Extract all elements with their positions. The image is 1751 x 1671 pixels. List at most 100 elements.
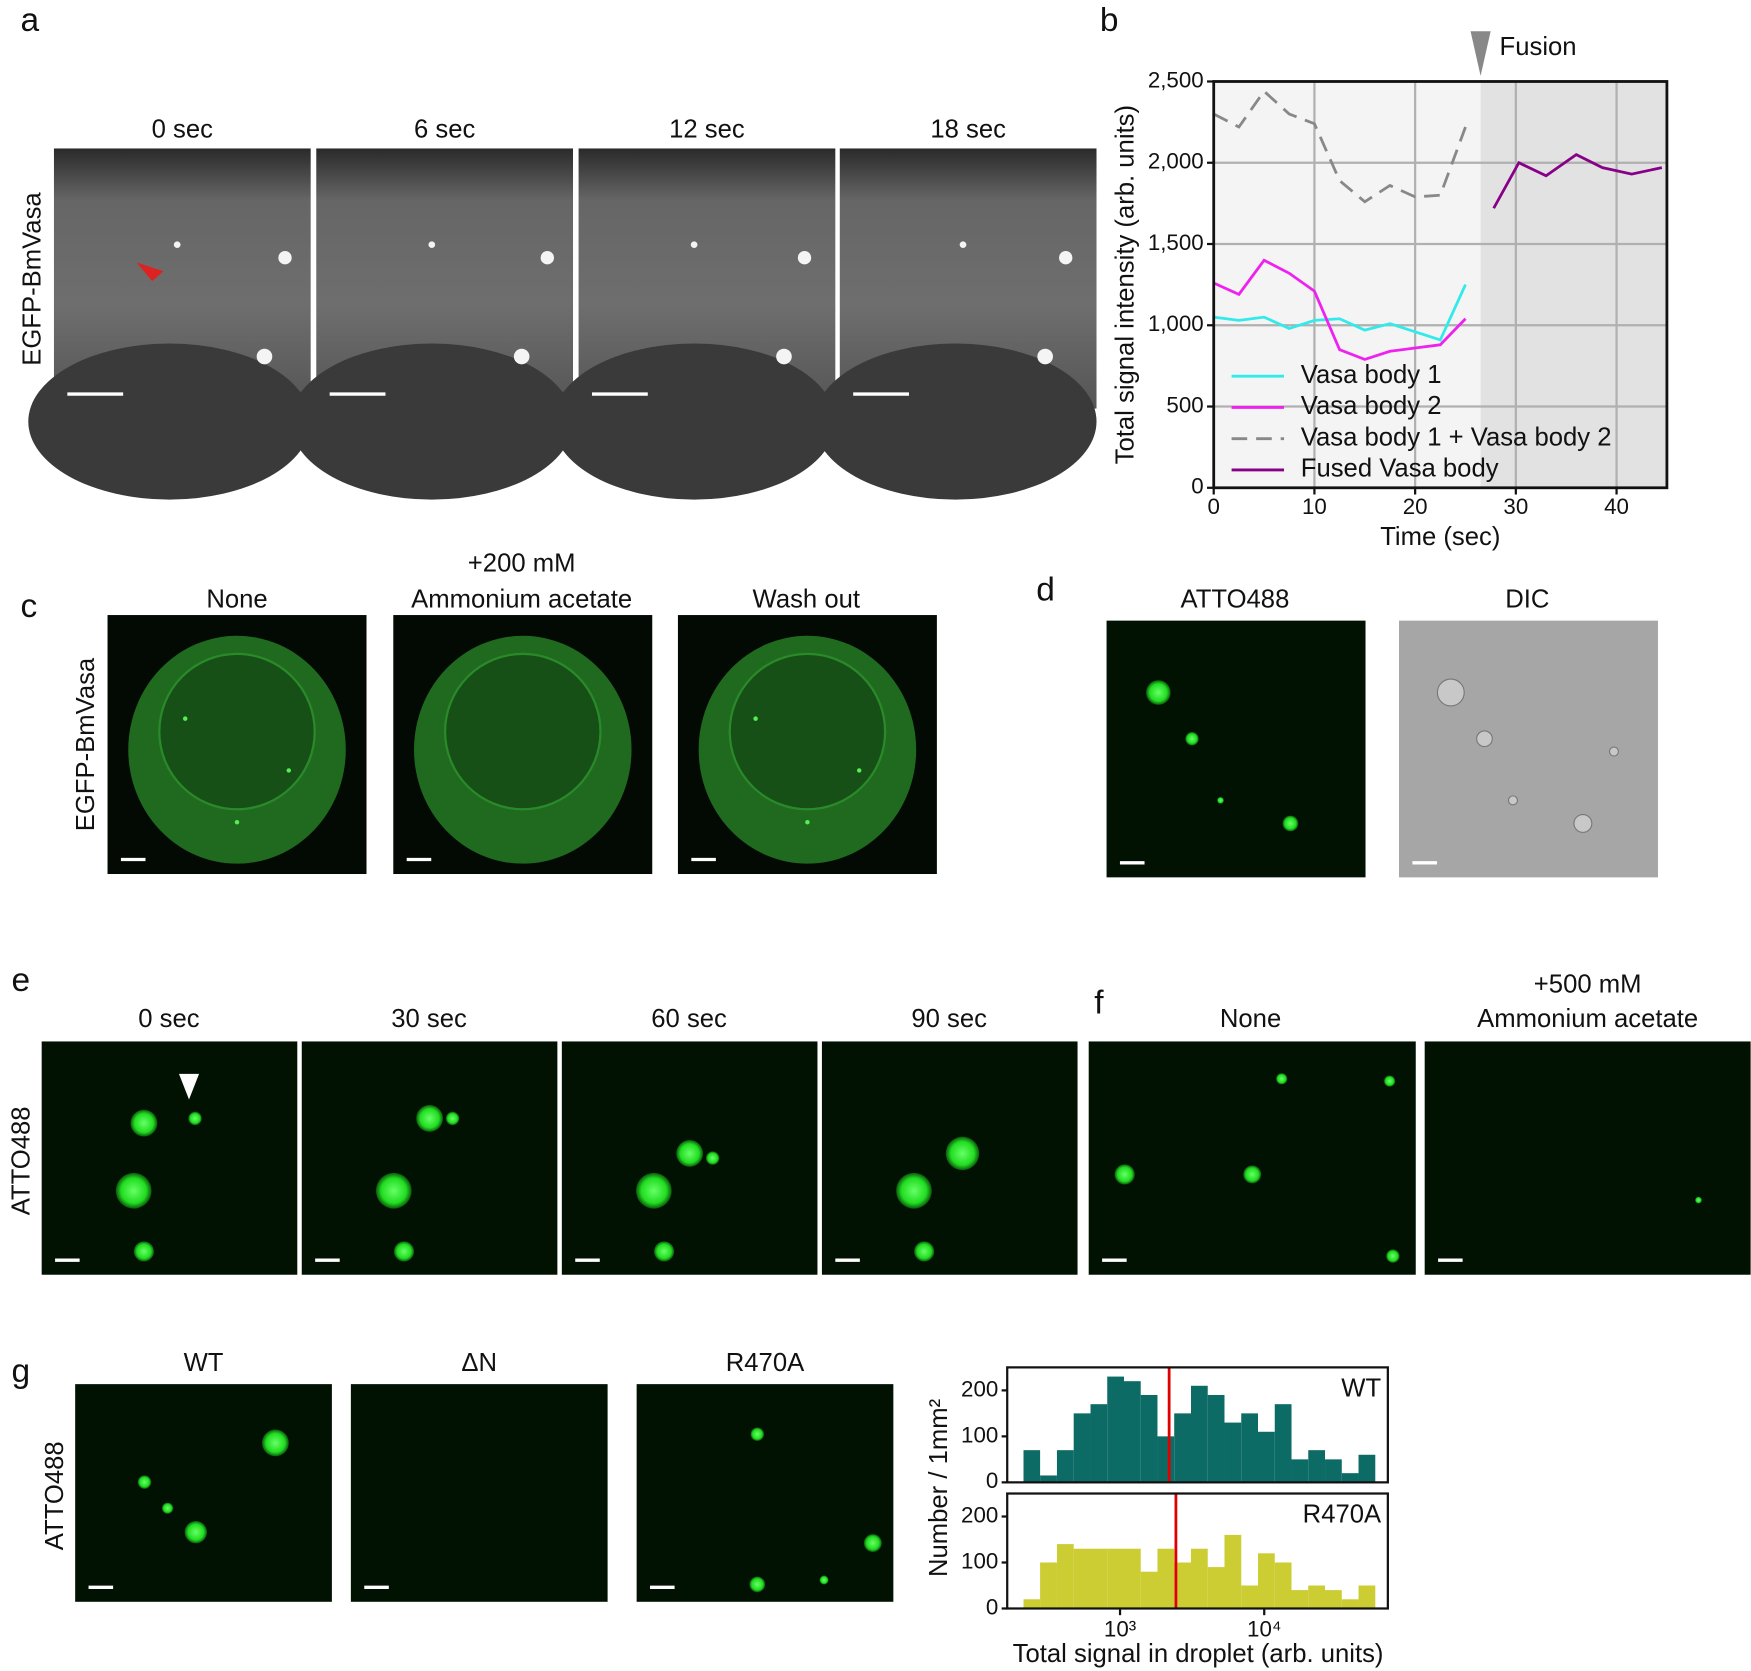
hist-bar [1274,1562,1292,1609]
droplet [130,1109,158,1137]
series-line [1492,153,1663,209]
y-tick-label: 0 [1191,474,1203,499]
row-label: ATTO488 [7,1106,35,1215]
droplet [184,1520,207,1544]
hist-bar [1107,1376,1124,1483]
legend-label: Vasa body 1 [1301,361,1442,389]
x-tick-label: 40 [1604,494,1629,519]
droplet [819,1575,829,1585]
hist-bar [1274,1404,1292,1483]
panel-label: d [1036,571,1055,608]
panel-label: e [12,962,31,999]
hist-bar [1140,1571,1158,1609]
panel-label: c [20,588,37,625]
image-shadow [814,343,1097,500]
droplet [1282,815,1299,832]
droplet [393,1241,415,1262]
droplet [1573,813,1593,833]
y-tick-label: 2,000 [1148,149,1204,174]
droplet [173,241,181,249]
column-title: Ammonium acetate [1477,1005,1698,1033]
micrograph [1106,620,1366,878]
x-tick-label: 10³ [1104,1617,1136,1642]
hist-bar [1023,1599,1041,1609]
y-tick-label: 0 [986,1594,998,1619]
micrograph [552,148,836,500]
droplet [945,1136,980,1171]
micrograph [290,148,574,500]
chart-title: R470A [1303,1501,1382,1529]
x-axis-label: Time (sec) [1380,523,1500,551]
hist-bar [1341,1473,1359,1483]
column-title: None [1220,1005,1281,1033]
column-title: +200 mM [468,550,576,578]
micrograph [28,148,311,500]
legend-label: Fused Vasa body [1301,455,1499,483]
hist-bar [1190,1385,1208,1483]
hist-bar [1358,1585,1376,1609]
column-title: ΔN [461,1349,497,1377]
shaded-region [1213,81,1481,488]
hist-bar [1241,1585,1259,1609]
droplet [115,1172,152,1209]
y-tick-label: 1,000 [1148,311,1204,336]
droplet [1608,746,1619,757]
annotation: Fusion [1500,33,1577,61]
series-line [1213,284,1467,342]
droplet [182,716,188,721]
chart-title: WT [1341,1374,1381,1402]
row-label: ATTO488 [41,1441,69,1550]
droplet [1185,732,1199,746]
nucleus [728,652,887,811]
droplet [445,1111,460,1126]
hist-bar [1358,1454,1376,1483]
image-bg [1088,1041,1416,1275]
column-title: 12 sec [669,115,745,143]
micrograph [350,1384,608,1602]
x-tick-label: 10⁴ [1247,1617,1281,1642]
nucleus [443,652,602,811]
droplet [133,1241,154,1262]
column-title: R470A [726,1349,805,1377]
hist-bar [1140,1394,1158,1483]
droplet [137,1475,152,1489]
y-tick-label: 100 [961,1422,998,1447]
hist-bar [1224,1422,1242,1483]
column-title: ATTO488 [1180,585,1289,613]
droplet [1146,680,1171,705]
column-title: WT [184,1349,224,1377]
micrograph [301,1041,558,1275]
nucleus [158,652,316,811]
micrograph [107,615,367,875]
droplet [1037,348,1053,365]
droplet [416,1105,443,1132]
column-title: 60 sec [651,1005,727,1033]
image-shadow [290,343,574,500]
droplet [1384,1075,1396,1087]
panel-label: b [1100,2,1119,39]
arrowhead [136,262,164,282]
hist-bar [1258,1553,1275,1609]
micrograph [75,1384,332,1602]
shaded-region [1480,81,1667,488]
droplet [1217,796,1224,804]
column-title: 6 sec [414,115,475,143]
droplet [428,241,436,249]
droplet [1507,795,1518,806]
droplet [896,1172,932,1209]
droplet [286,768,292,773]
row-label: EGFP-BmVasa [72,657,100,831]
hist-bar [1207,1567,1225,1609]
droplet [1276,1073,1288,1085]
plot-frame [1212,80,1669,490]
image-bg [1106,620,1366,878]
micrograph [1424,1041,1751,1275]
hist-bar [1190,1548,1208,1609]
plot-frame [1006,1492,1389,1610]
image-shadow [552,343,836,500]
droplet [1695,1196,1702,1204]
micrograph [1399,620,1658,878]
droplet [863,1534,882,1552]
micrograph [41,1041,298,1275]
y-tick-label: 1,500 [1148,230,1204,255]
